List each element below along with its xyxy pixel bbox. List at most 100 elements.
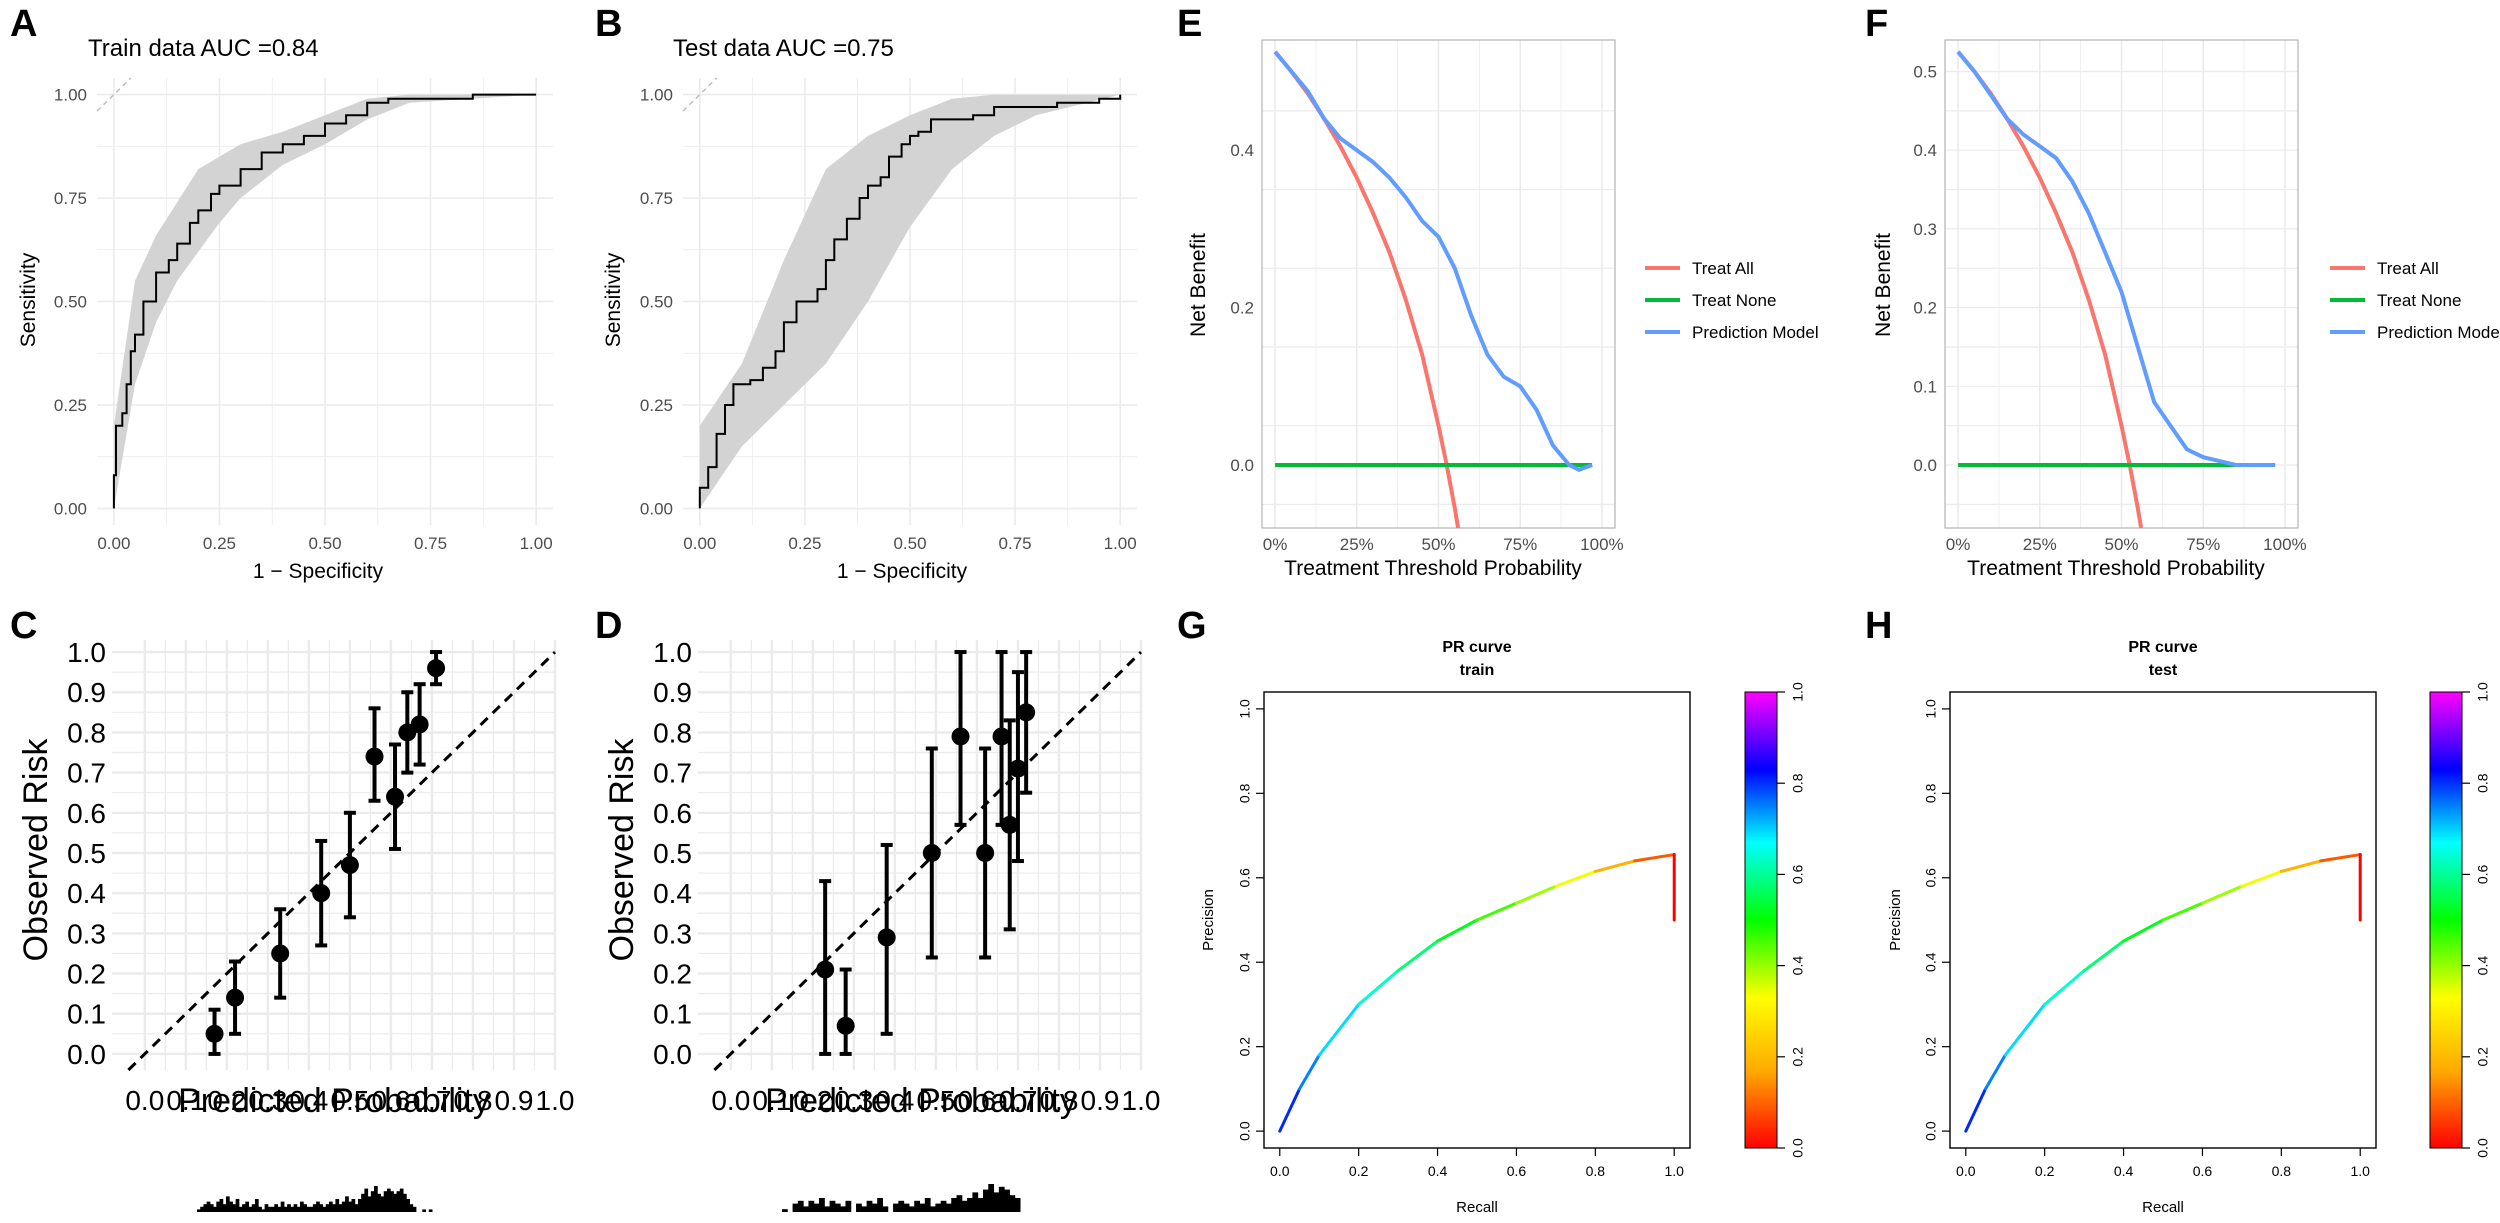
cal-test-hist-bar xyxy=(840,1206,846,1212)
dca-test-treat-all-line xyxy=(1956,50,2144,528)
cal-train-hist-bar xyxy=(338,1204,343,1212)
pr-train-xtick: 0.4 xyxy=(1428,1163,1448,1179)
cal-test-hist-bar xyxy=(792,1203,799,1212)
pr-test-ytick: 0.8 xyxy=(1923,783,1939,803)
cal-test-hist-bar xyxy=(961,1200,968,1212)
cal-train-hist-bar xyxy=(232,1204,237,1212)
pr-train-xlabel: Recall xyxy=(1456,1199,1498,1216)
pr-train-colorbar-tick: 0.6 xyxy=(1790,864,1806,884)
dca-train-xtick: 0% xyxy=(1263,535,1288,554)
cal-test-xtick: 0.2 xyxy=(793,1085,832,1116)
cal-test-hist-bar xyxy=(803,1206,809,1212)
cal-train-xtick: 0.1 xyxy=(166,1085,205,1116)
cal-train-hist-bar xyxy=(293,1204,298,1212)
cal-train-hist-bar xyxy=(374,1186,378,1212)
cal-test-ytick: 1.0 xyxy=(653,637,692,668)
roc-test-xtick: 0.75 xyxy=(999,534,1032,553)
pr-train-pr-segment xyxy=(1278,1087,1301,1133)
roc-test-ytick: 0.25 xyxy=(640,396,673,415)
cal-train-hist-bar xyxy=(213,1206,217,1212)
dca-test-ytick: 0.0 xyxy=(1913,456,1937,475)
cal-test-hist-bar xyxy=(924,1198,931,1212)
pr-train-pr-segment xyxy=(1514,884,1558,905)
cal-train-hist-bar xyxy=(254,1199,259,1212)
roc-train-ytick: 0.00 xyxy=(54,499,87,518)
pr-test-pr-segment xyxy=(2200,884,2244,905)
pr-test-colorbar xyxy=(2429,691,2463,1149)
pr-train-colorbar xyxy=(1744,691,1778,1149)
cal-train-ytick: 1.0 xyxy=(67,637,106,668)
cal-train-point xyxy=(205,1024,224,1043)
cal-train-xtick: 0.0 xyxy=(125,1085,164,1116)
dca-test-ytick: 0.4 xyxy=(1913,141,1937,160)
cal-test-hist-bar xyxy=(1004,1189,1010,1212)
cal-train-ytick: 0.5 xyxy=(67,838,106,869)
pr-train-colorbar-tick: 0.4 xyxy=(1790,956,1806,976)
cal-test-hist-bar xyxy=(935,1203,942,1212)
dca-train-xtick: 100% xyxy=(1580,535,1623,554)
cal-train-hist-bar xyxy=(242,1204,246,1212)
pr-train-ylabel: Precision xyxy=(1200,889,1217,951)
dca-train-ylabel: Net Benefit xyxy=(1187,233,1210,337)
pr-test-pr-segment xyxy=(2240,869,2283,888)
cal-train-point xyxy=(340,856,359,875)
cal-train-hist-bar xyxy=(271,1206,275,1212)
cal-train-xtick: 0.8 xyxy=(453,1085,492,1116)
pr-train-ytick: 0.6 xyxy=(1237,868,1253,888)
cal-test-ytick: 0.3 xyxy=(653,918,692,949)
pr-train-pr-segment xyxy=(1357,969,1400,1006)
pr-train-pr-segment xyxy=(1593,859,1637,873)
pr-test-xtick: 1.0 xyxy=(2350,1163,2370,1179)
dca-test-ytick: 0.2 xyxy=(1913,299,1937,318)
cal-train-point xyxy=(410,715,429,734)
cal-train-hist-bar xyxy=(267,1206,272,1212)
cal-test-point xyxy=(1008,759,1027,778)
cal-train-hist-bar xyxy=(367,1196,372,1212)
cal-train-ytick: 0.6 xyxy=(67,798,106,829)
roc-test-ytick: 0.75 xyxy=(640,189,673,208)
legend-model: Prediction Model xyxy=(2377,323,2500,342)
pr-test-pr-segment xyxy=(2161,901,2204,922)
panel-letter-d: D xyxy=(595,605,622,647)
pr-test-ytick: 0.2 xyxy=(1923,1037,1939,1057)
cal-test-hist-bar xyxy=(782,1209,788,1212)
cal-train-hist-bar xyxy=(283,1206,288,1212)
cal-train-hist-bar xyxy=(328,1201,333,1212)
dca-train-ytick: 0.0 xyxy=(1230,456,1254,475)
cal-test-hist-bar xyxy=(988,1184,995,1212)
dca-train-panel-border xyxy=(1261,39,1616,529)
cal-test-xtick: 0.8 xyxy=(1039,1085,1078,1116)
cal-train-hist-bar xyxy=(383,1191,388,1212)
dca-test-ylabel: Net Benefit xyxy=(1872,233,1895,337)
dca-train-xlabel: Treatment Threshold Probability xyxy=(1284,557,1582,580)
pr-train-colorbar-tick: 0.2 xyxy=(1790,1047,1806,1067)
cal-train-point xyxy=(226,988,245,1007)
cal-test-hist-bar xyxy=(982,1189,989,1212)
cal-train-hist-bar xyxy=(225,1196,230,1212)
cal-train-hist-bar xyxy=(309,1206,314,1212)
dca-test-xtick: 0% xyxy=(1946,535,1971,554)
cal-train-hist-bar xyxy=(280,1201,285,1212)
pr-test-ytick: 0.0 xyxy=(1923,1121,1939,1141)
roc-test-ytick: 0.50 xyxy=(640,293,673,312)
cal-train-xtick: 0.9 xyxy=(495,1085,534,1116)
cal-train-hist-bar xyxy=(300,1201,304,1212)
roc-train-ytick: 0.25 xyxy=(54,396,87,415)
pr-train-ytick: 0.8 xyxy=(1237,783,1253,803)
pr-test-colorbar-tick: 0.2 xyxy=(2475,1047,2491,1067)
roc-test-roc-curve xyxy=(698,94,1122,509)
cal-train-hist-bar xyxy=(341,1201,346,1212)
pr-test-ytick: 0.4 xyxy=(1923,952,1939,972)
cal-train-hist-bar xyxy=(393,1193,398,1212)
dca-test-model-line xyxy=(1956,50,2276,467)
roc-train-roc-curve xyxy=(112,93,537,509)
cal-test-hist-bar xyxy=(845,1200,852,1212)
panel-letter-a: A xyxy=(10,3,37,45)
cal-test-point xyxy=(1000,815,1019,834)
pr-test-xlabel: Recall xyxy=(2142,1199,2184,1216)
cal-test-ytick: 0.1 xyxy=(653,999,692,1030)
pr-test-colorbar-tick: 0.0 xyxy=(2475,1138,2491,1158)
cal-test-hist-bar xyxy=(861,1206,868,1212)
cal-train-hist-bar xyxy=(348,1201,353,1212)
roc-train-ytick: 0.75 xyxy=(54,189,87,208)
